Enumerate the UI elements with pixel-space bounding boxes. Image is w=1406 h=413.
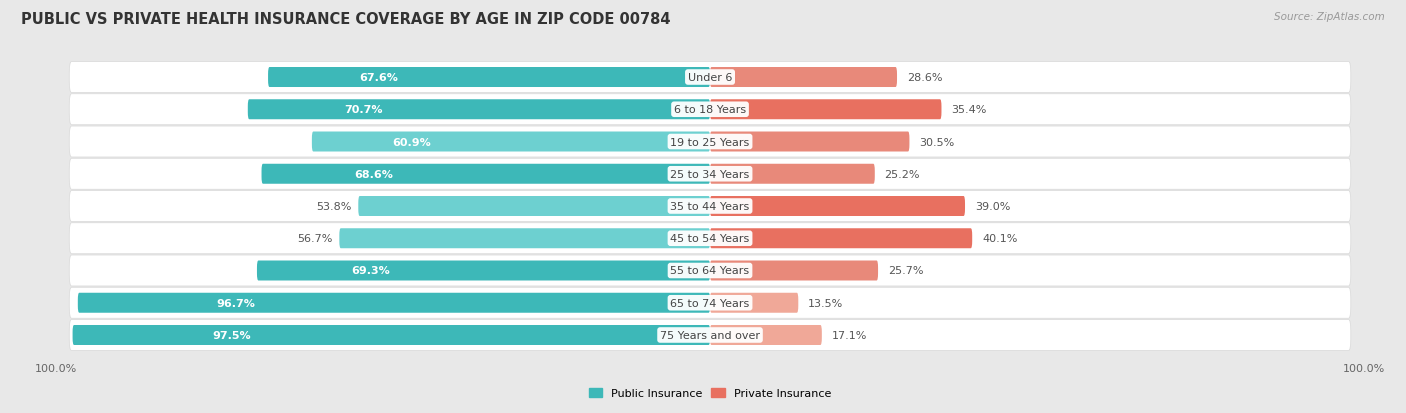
Text: 70.7%: 70.7%: [344, 105, 382, 115]
FancyBboxPatch shape: [710, 197, 965, 216]
Text: 19 to 25 Years: 19 to 25 Years: [671, 137, 749, 147]
FancyBboxPatch shape: [69, 127, 1351, 158]
FancyBboxPatch shape: [69, 95, 1351, 126]
FancyBboxPatch shape: [312, 132, 710, 152]
FancyBboxPatch shape: [69, 287, 1351, 318]
FancyBboxPatch shape: [77, 293, 710, 313]
Text: 40.1%: 40.1%: [981, 234, 1018, 244]
Text: 67.6%: 67.6%: [359, 73, 398, 83]
Text: 56.7%: 56.7%: [298, 234, 333, 244]
FancyBboxPatch shape: [710, 132, 910, 152]
FancyBboxPatch shape: [69, 223, 1351, 254]
Text: 35.4%: 35.4%: [952, 105, 987, 115]
Text: 53.8%: 53.8%: [316, 202, 352, 211]
Text: 55 to 64 Years: 55 to 64 Years: [671, 266, 749, 276]
FancyBboxPatch shape: [73, 325, 710, 345]
FancyBboxPatch shape: [710, 229, 972, 249]
Text: 39.0%: 39.0%: [974, 202, 1010, 211]
Legend: Public Insurance, Private Insurance: Public Insurance, Private Insurance: [585, 383, 835, 403]
FancyBboxPatch shape: [262, 164, 710, 184]
FancyBboxPatch shape: [710, 68, 897, 88]
Text: 60.9%: 60.9%: [392, 137, 430, 147]
Text: 25.2%: 25.2%: [884, 169, 920, 179]
FancyBboxPatch shape: [69, 62, 1351, 93]
Text: 68.6%: 68.6%: [354, 169, 394, 179]
FancyBboxPatch shape: [339, 229, 710, 249]
Text: 75 Years and over: 75 Years and over: [659, 330, 761, 340]
Text: Source: ZipAtlas.com: Source: ZipAtlas.com: [1274, 12, 1385, 22]
Text: 25 to 34 Years: 25 to 34 Years: [671, 169, 749, 179]
Text: 28.6%: 28.6%: [907, 73, 942, 83]
FancyBboxPatch shape: [710, 261, 879, 281]
Text: 65 to 74 Years: 65 to 74 Years: [671, 298, 749, 308]
Text: 13.5%: 13.5%: [808, 298, 844, 308]
Text: 25.7%: 25.7%: [887, 266, 924, 276]
Text: 17.1%: 17.1%: [831, 330, 868, 340]
Text: 97.5%: 97.5%: [212, 330, 252, 340]
Text: 96.7%: 96.7%: [217, 298, 256, 308]
Text: 6 to 18 Years: 6 to 18 Years: [673, 105, 747, 115]
FancyBboxPatch shape: [69, 255, 1351, 286]
Text: 45 to 54 Years: 45 to 54 Years: [671, 234, 749, 244]
Text: 35 to 44 Years: 35 to 44 Years: [671, 202, 749, 211]
Text: 69.3%: 69.3%: [352, 266, 389, 276]
FancyBboxPatch shape: [269, 68, 710, 88]
Text: 30.5%: 30.5%: [920, 137, 955, 147]
FancyBboxPatch shape: [710, 325, 823, 345]
FancyBboxPatch shape: [69, 320, 1351, 351]
FancyBboxPatch shape: [359, 197, 710, 216]
Text: Under 6: Under 6: [688, 73, 733, 83]
FancyBboxPatch shape: [257, 261, 710, 281]
FancyBboxPatch shape: [710, 293, 799, 313]
FancyBboxPatch shape: [69, 191, 1351, 222]
FancyBboxPatch shape: [710, 164, 875, 184]
FancyBboxPatch shape: [710, 100, 942, 120]
FancyBboxPatch shape: [69, 159, 1351, 190]
FancyBboxPatch shape: [247, 100, 710, 120]
Text: PUBLIC VS PRIVATE HEALTH INSURANCE COVERAGE BY AGE IN ZIP CODE 00784: PUBLIC VS PRIVATE HEALTH INSURANCE COVER…: [21, 12, 671, 27]
